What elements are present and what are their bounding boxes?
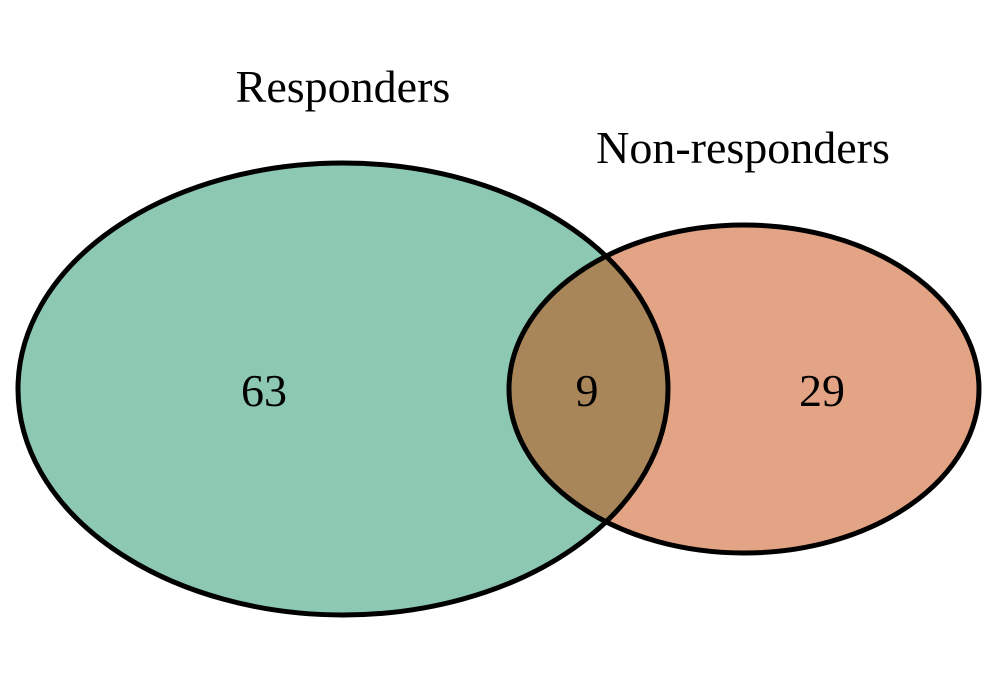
intersection-count: 9: [576, 365, 599, 416]
responders-set-fill: [18, 163, 668, 615]
responders-set-label: Responders: [236, 61, 451, 112]
non-responders-set-outline: [506, 222, 982, 556]
non-responders-set-label: Non-responders: [596, 122, 890, 173]
non-responders-only-count: 29: [799, 365, 845, 416]
responders-set-outline: [15, 160, 671, 618]
intersection-region-fill: [509, 225, 668, 553]
responders-only-count: 63: [241, 365, 287, 416]
